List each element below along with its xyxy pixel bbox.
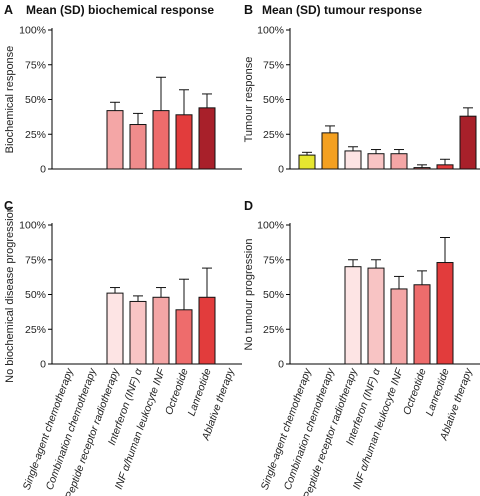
bar-7 [198, 107, 216, 170]
y-axis-title: No biochemical disease progression [4, 206, 16, 383]
bar-5 [152, 296, 170, 365]
y-tick-label: 100% [19, 25, 46, 37]
bar-3 [344, 266, 362, 365]
y-tick-label: 25% [25, 324, 46, 336]
bar-7 [198, 296, 216, 365]
bar-7 [436, 262, 454, 365]
panel-d: DNo tumour progression025%50%75%100%Sing… [243, 199, 480, 496]
bar-4 [367, 153, 385, 170]
bar-6 [175, 114, 193, 170]
y-tick-label: 100% [257, 25, 284, 37]
bar-4 [367, 267, 385, 365]
bar-1 [298, 154, 316, 170]
bar-4 [129, 300, 147, 365]
bar-7 [436, 164, 454, 170]
bar-6 [413, 284, 431, 365]
bar-5 [390, 153, 408, 170]
bar-5 [152, 110, 170, 170]
y-tick-label: 75% [263, 254, 284, 266]
y-tick-label: 75% [25, 59, 46, 71]
y-tick-label: 50% [25, 94, 46, 106]
y-axis-title: Biochemical response [4, 46, 16, 154]
y-tick-label: 100% [257, 220, 284, 232]
panel-label: C [4, 199, 13, 213]
y-tick-label: 0 [40, 164, 46, 176]
bar-2 [321, 132, 339, 170]
y-tick-label: 75% [25, 254, 46, 266]
panel-a: A Mean (SD) biochemical response Biochemic… [4, 3, 242, 176]
panel-b: B Mean (SD) tumour response Tumour respons… [243, 3, 480, 176]
panel-label: D [244, 199, 253, 213]
y-tick-label: 0 [278, 164, 284, 176]
y-tick-label: 25% [263, 129, 284, 141]
y-tick-label: 0 [278, 359, 284, 371]
panel-label: A [4, 3, 13, 17]
bar-6 [175, 309, 193, 365]
y-tick-label: 50% [263, 94, 284, 106]
panel-title: Mean (SD) biochemical response [26, 3, 214, 17]
bar-3 [106, 292, 124, 365]
panel-title: Mean (SD) tumour response [262, 3, 422, 17]
y-tick-label: 0 [40, 359, 46, 371]
y-tick-label: 100% [19, 220, 46, 232]
y-axis-title: No tumour progression [243, 239, 255, 351]
bar-3 [344, 150, 362, 170]
bar-6 [413, 167, 431, 170]
bar-5 [390, 288, 408, 365]
y-axis-title: Tumour response [243, 57, 255, 143]
y-tick-label: 50% [25, 289, 46, 301]
y-tick-label: 25% [25, 129, 46, 141]
y-tick-label: 75% [263, 59, 284, 71]
bar-8 [459, 115, 477, 170]
y-tick-label: 25% [263, 324, 284, 336]
panel-c: CNo biochemical disease progression 0 25% 5… [4, 199, 242, 496]
y-tick-label: 50% [263, 289, 284, 301]
bar-4 [129, 124, 147, 170]
bar-3 [106, 110, 124, 170]
panel-label: B [244, 3, 253, 17]
